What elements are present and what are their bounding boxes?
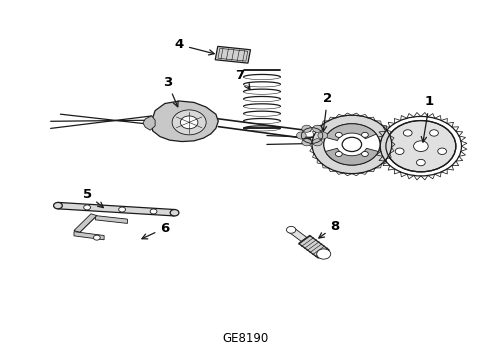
- Circle shape: [53, 202, 62, 209]
- Text: 6: 6: [142, 221, 170, 239]
- Circle shape: [94, 235, 100, 240]
- Circle shape: [386, 121, 456, 172]
- Polygon shape: [152, 101, 218, 141]
- Circle shape: [395, 148, 404, 154]
- Circle shape: [170, 210, 179, 216]
- Circle shape: [312, 115, 392, 174]
- Polygon shape: [325, 124, 376, 140]
- Circle shape: [362, 152, 368, 157]
- Text: 5: 5: [82, 188, 103, 208]
- Circle shape: [309, 113, 395, 176]
- Text: 8: 8: [319, 220, 340, 238]
- Circle shape: [287, 226, 296, 233]
- Circle shape: [180, 116, 198, 129]
- Text: GE8190: GE8190: [222, 332, 268, 345]
- Circle shape: [150, 209, 157, 214]
- Polygon shape: [289, 228, 307, 242]
- Circle shape: [324, 124, 380, 165]
- Polygon shape: [143, 116, 155, 130]
- Circle shape: [416, 159, 425, 166]
- Circle shape: [84, 205, 91, 210]
- Circle shape: [336, 132, 342, 138]
- Polygon shape: [74, 231, 104, 240]
- Circle shape: [375, 112, 467, 180]
- Polygon shape: [96, 216, 127, 224]
- Circle shape: [318, 132, 328, 139]
- Polygon shape: [325, 148, 378, 165]
- Circle shape: [362, 132, 368, 138]
- Circle shape: [313, 125, 322, 132]
- Circle shape: [438, 148, 446, 154]
- Circle shape: [302, 139, 312, 146]
- Polygon shape: [215, 46, 250, 63]
- Circle shape: [302, 125, 312, 132]
- Text: 4: 4: [175, 38, 214, 55]
- Text: 1: 1: [421, 95, 434, 142]
- Circle shape: [403, 130, 412, 136]
- Circle shape: [414, 141, 428, 152]
- Circle shape: [119, 207, 125, 212]
- Circle shape: [313, 139, 322, 146]
- Circle shape: [172, 110, 206, 135]
- Circle shape: [317, 249, 331, 259]
- Circle shape: [430, 130, 439, 136]
- Polygon shape: [58, 202, 175, 216]
- Text: 7: 7: [236, 68, 250, 89]
- Polygon shape: [74, 214, 97, 232]
- Circle shape: [342, 137, 362, 152]
- Circle shape: [296, 132, 306, 139]
- Text: 2: 2: [321, 92, 332, 131]
- Circle shape: [336, 152, 342, 157]
- Text: 3: 3: [163, 76, 178, 107]
- Polygon shape: [298, 235, 329, 258]
